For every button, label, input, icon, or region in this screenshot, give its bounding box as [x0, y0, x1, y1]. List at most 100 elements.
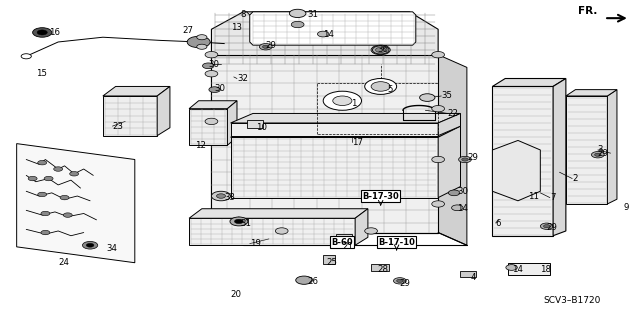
Text: 25: 25: [326, 258, 337, 267]
Circle shape: [83, 241, 98, 249]
Text: 10: 10: [256, 123, 267, 132]
Text: B-17-10: B-17-10: [378, 238, 415, 247]
Text: 8: 8: [240, 11, 246, 19]
Bar: [336, 234, 352, 245]
Circle shape: [234, 219, 243, 224]
Polygon shape: [230, 114, 461, 123]
Text: 18: 18: [540, 264, 551, 274]
Circle shape: [38, 160, 47, 165]
Polygon shape: [230, 137, 438, 197]
Circle shape: [41, 211, 50, 216]
Polygon shape: [553, 78, 566, 236]
Text: 5: 5: [387, 85, 392, 94]
Circle shape: [462, 158, 468, 161]
Polygon shape: [189, 101, 237, 109]
Circle shape: [323, 91, 362, 110]
Polygon shape: [492, 140, 540, 201]
Polygon shape: [211, 12, 438, 67]
Circle shape: [275, 228, 288, 234]
Text: 9: 9: [623, 203, 628, 211]
Circle shape: [432, 201, 445, 207]
Polygon shape: [438, 126, 461, 197]
Text: 16: 16: [49, 28, 60, 37]
Circle shape: [333, 96, 352, 106]
Circle shape: [196, 44, 207, 49]
Circle shape: [21, 54, 31, 59]
Circle shape: [38, 192, 47, 197]
Bar: [508, 263, 550, 275]
Text: 33: 33: [224, 193, 236, 202]
Circle shape: [28, 176, 37, 181]
Text: 12: 12: [195, 141, 207, 150]
Polygon shape: [250, 12, 416, 45]
Circle shape: [33, 28, 52, 37]
Text: 21: 21: [342, 242, 353, 251]
Circle shape: [397, 279, 403, 282]
Circle shape: [259, 44, 272, 50]
Text: 29: 29: [598, 149, 609, 158]
Polygon shape: [189, 109, 227, 145]
Text: 31: 31: [240, 219, 251, 227]
Circle shape: [37, 30, 47, 35]
Circle shape: [317, 31, 329, 37]
Text: 27: 27: [182, 26, 194, 35]
Text: 14: 14: [323, 30, 334, 39]
Polygon shape: [157, 86, 170, 136]
Text: 30: 30: [214, 84, 226, 93]
Text: 3: 3: [598, 145, 604, 154]
Text: 29: 29: [547, 223, 557, 232]
Text: B-60: B-60: [332, 238, 353, 247]
Circle shape: [449, 190, 460, 196]
Polygon shape: [566, 90, 617, 96]
Circle shape: [86, 243, 94, 247]
Text: 30: 30: [208, 60, 220, 69]
Circle shape: [216, 194, 225, 198]
Polygon shape: [566, 96, 607, 204]
Circle shape: [202, 63, 214, 69]
Polygon shape: [227, 101, 237, 145]
Bar: [371, 264, 389, 271]
Text: 14: 14: [511, 264, 523, 274]
Circle shape: [211, 191, 230, 201]
Circle shape: [372, 46, 389, 54]
Circle shape: [296, 276, 312, 284]
Circle shape: [262, 45, 269, 48]
Circle shape: [209, 87, 220, 93]
Circle shape: [543, 225, 550, 228]
Polygon shape: [189, 218, 355, 245]
Text: 7: 7: [550, 193, 556, 202]
Text: 15: 15: [36, 69, 47, 78]
Text: 13: 13: [230, 23, 241, 32]
Text: 19: 19: [250, 239, 260, 248]
Text: 26: 26: [307, 277, 318, 286]
Text: 11: 11: [527, 191, 538, 201]
Circle shape: [365, 78, 397, 94]
Circle shape: [205, 51, 218, 58]
Text: 6: 6: [495, 219, 501, 227]
Polygon shape: [17, 144, 135, 263]
Text: 31: 31: [307, 11, 318, 19]
Polygon shape: [438, 114, 461, 136]
Text: 2: 2: [572, 174, 578, 183]
Text: 22: 22: [448, 109, 459, 118]
Circle shape: [63, 213, 72, 217]
Text: 34: 34: [106, 244, 117, 253]
Polygon shape: [211, 55, 438, 233]
Circle shape: [376, 48, 386, 52]
Polygon shape: [607, 90, 617, 204]
Circle shape: [230, 217, 248, 226]
Text: 28: 28: [378, 264, 388, 274]
Circle shape: [452, 205, 463, 211]
Circle shape: [291, 21, 304, 28]
Text: 29: 29: [266, 41, 276, 50]
Circle shape: [595, 153, 601, 156]
Text: 32: 32: [237, 74, 248, 83]
Circle shape: [459, 156, 471, 163]
Polygon shape: [103, 86, 170, 96]
Text: 36: 36: [378, 45, 388, 55]
Circle shape: [371, 82, 390, 91]
Circle shape: [506, 265, 517, 270]
Circle shape: [365, 228, 378, 234]
Circle shape: [432, 51, 445, 58]
Text: 30: 30: [458, 187, 468, 196]
